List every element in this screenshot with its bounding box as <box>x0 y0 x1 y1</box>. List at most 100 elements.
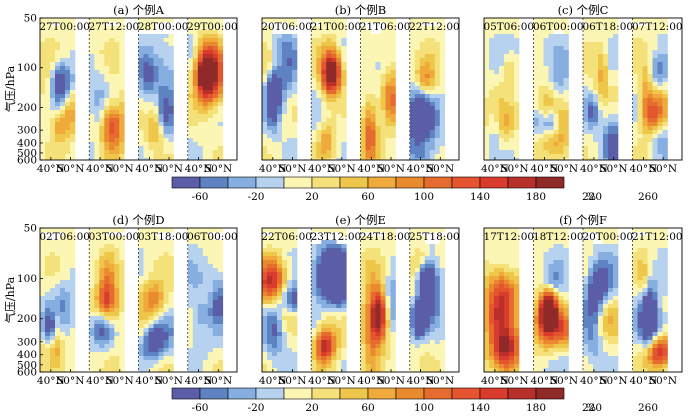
colorbar-tick-label: 60 <box>361 191 374 203</box>
colorbar-tick-label: 220 <box>582 191 602 203</box>
x-tick-label: 40°N <box>86 375 114 387</box>
x-tick-label: 50°N <box>550 375 578 387</box>
subpanel-time-label: 23T12:00 <box>311 231 362 243</box>
x-tick-label: 50°N <box>328 375 356 387</box>
x-tick-label: 50°N <box>279 375 307 387</box>
x-tick-label: 50°N <box>649 163 677 175</box>
x-tick-label: 50°N <box>155 163 183 175</box>
subpanel-time-label: 17T12:00 <box>483 231 534 243</box>
colorbar-swatch <box>339 176 369 189</box>
subpanel-time-label: 06T18:00 <box>582 21 633 33</box>
x-tick-label: 50°N <box>426 375 454 387</box>
subpanel-time-label: 21T00:00 <box>311 21 362 33</box>
x-tick-label: 40°N <box>481 163 509 175</box>
colorbar: -60 -20 20 60 100 140 180 220 260% <box>171 387 658 414</box>
colorbar-swatch <box>507 387 537 400</box>
colorbar-swatch <box>423 176 453 189</box>
subpanel-time-label: 27T12:00 <box>89 21 140 33</box>
subpanel-time-label: 29T00:00 <box>187 21 238 33</box>
subpanel-time-label: 06T00:00 <box>187 231 238 243</box>
colorbar-swatch <box>451 387 481 400</box>
subpanel-time-label: 06T00:00 <box>533 21 584 33</box>
subpanel-time-label: 21T12:00 <box>632 231 683 243</box>
y-tick-label: 300 <box>17 336 37 348</box>
subpanel-time-label: 18T12:00 <box>533 231 584 243</box>
subpanel-time-label: 24T18:00 <box>360 231 411 243</box>
x-tick-label: 40°N <box>86 163 114 175</box>
panel-b: 20T06:0040°N50°N21T00:0040°N50°N21T06:00… <box>259 3 460 175</box>
x-tick-label: 50°N <box>501 375 529 387</box>
panel-e: 22T06:0040°N50°N23T12:0040°N50°N24T18:00… <box>259 213 460 387</box>
x-tick-label: 40°N <box>37 163 65 175</box>
subpanel-time-label: 25T18:00 <box>409 231 460 243</box>
x-tick-label: 40°N <box>580 163 608 175</box>
panel-title: (a) 个例A <box>113 3 164 17</box>
colorbar-tick-label: 140 <box>470 191 490 203</box>
subpanel-time-label: 03T00:00 <box>89 231 140 243</box>
panel-frame <box>483 227 683 373</box>
x-tick-label: 50°N <box>279 163 307 175</box>
colorbar-tick-label: 20 <box>305 191 318 203</box>
y-tick-label: 300 <box>17 125 37 137</box>
colorbar-swatch <box>395 176 425 189</box>
y-tick-label: 50 <box>24 13 37 25</box>
x-tick-label: 50°N <box>649 375 677 387</box>
subpanel-time-label: 07T12:00 <box>632 21 683 33</box>
x-tick-label: 40°N <box>308 375 336 387</box>
panel-d: 02T06:0040°N50°N03T00:0040°N50°N03T18:00… <box>3 213 238 387</box>
x-tick-label: 50°N <box>501 163 529 175</box>
colorbar-tick-label: 140 <box>470 402 490 414</box>
y-tick-label: 50 <box>24 223 37 235</box>
x-tick-label: 40°N <box>629 375 657 387</box>
contour-field <box>484 18 682 160</box>
colorbar-tick-label: -20 <box>248 402 265 414</box>
panel-frame <box>39 227 238 373</box>
colorbar-swatch <box>199 387 229 400</box>
colorbar-swatch <box>311 387 341 400</box>
x-tick-label: 40°N <box>407 163 435 175</box>
x-tick-label: 50°N <box>377 163 405 175</box>
colorbar-swatch <box>395 387 425 400</box>
colorbar-swatch <box>311 176 341 189</box>
x-tick-label: 50°N <box>600 163 628 175</box>
colorbar-swatch <box>283 176 313 189</box>
x-tick-label: 50°N <box>204 163 232 175</box>
panel-c: 05T06:0040°N50°N06T00:0040°N50°N06T18:00… <box>481 3 683 175</box>
panel-f: 17T12:0040°N50°N18T12:0040°N50°N20T00:00… <box>481 213 683 387</box>
subpanel-time-label: 22T12:00 <box>409 21 460 33</box>
panel-frame <box>261 227 460 373</box>
panel-title: (d) 个例D <box>112 213 164 227</box>
colorbar-tick-label: 60 <box>361 402 374 414</box>
x-tick-label: 40°N <box>135 163 163 175</box>
colorbar-swatch <box>227 176 257 189</box>
x-tick-label: 40°N <box>580 375 608 387</box>
subpanel-time-label: 02T06:00 <box>39 231 90 243</box>
colorbar-swatch <box>507 176 537 189</box>
colorbar-swatch <box>171 176 201 189</box>
colorbar-swatch <box>423 387 453 400</box>
x-tick-label: 40°N <box>481 375 509 387</box>
panel-frame <box>39 17 238 161</box>
y-axis-label: 气压/hPa <box>3 65 17 112</box>
colorbar-swatch <box>227 387 257 400</box>
colorbar-tick-label: 20 <box>305 402 318 414</box>
subpanel-time-label: 03T18:00 <box>138 231 189 243</box>
colorbar-tick-label: 180 <box>526 402 546 414</box>
colorbar-tick-label: -60 <box>192 191 209 203</box>
colorbar-unit: % <box>586 191 596 203</box>
colorbar-swatch <box>283 387 313 400</box>
contour-field <box>40 18 237 160</box>
y-tick-label: 500 <box>17 359 37 371</box>
subpanel-time-label: 20T00:00 <box>582 231 633 243</box>
panel-a: 27T00:0040°N50°N27T12:0040°N50°N28T00:00… <box>3 3 238 175</box>
subpanel-time-label: 22T06:00 <box>261 231 312 243</box>
colorbar-swatch <box>255 387 285 400</box>
x-tick-label: 50°N <box>600 375 628 387</box>
colorbar-swatch <box>451 176 481 189</box>
colorbar-swatch <box>255 176 285 189</box>
y-tick-label: 400 <box>17 349 37 361</box>
colorbar-swatch <box>367 176 397 189</box>
x-tick-label: 50°N <box>426 163 454 175</box>
x-tick-label: 50°N <box>106 375 134 387</box>
